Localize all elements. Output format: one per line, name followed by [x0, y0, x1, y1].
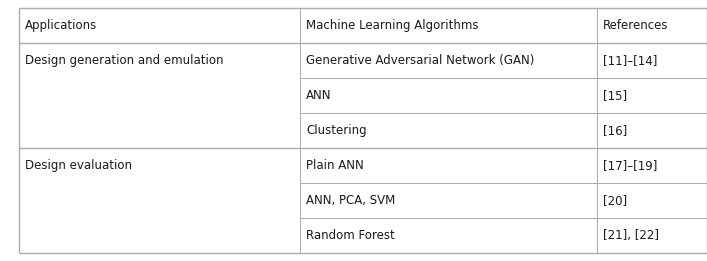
Text: [17]–[19]: [17]–[19]: [603, 159, 658, 172]
Text: Applications: Applications: [25, 19, 97, 32]
Text: Clustering: Clustering: [306, 124, 367, 137]
Text: Machine Learning Algorithms: Machine Learning Algorithms: [306, 19, 479, 32]
Text: References: References: [603, 19, 669, 32]
Text: Design evaluation: Design evaluation: [25, 159, 132, 172]
Text: [15]: [15]: [603, 89, 627, 102]
Text: [16]: [16]: [603, 124, 627, 137]
Text: Design generation and emulation: Design generation and emulation: [25, 54, 223, 67]
Text: ANN: ANN: [306, 89, 332, 102]
Text: Random Forest: Random Forest: [306, 229, 395, 242]
Text: [11]–[14]: [11]–[14]: [603, 54, 658, 67]
Text: Plain ANN: Plain ANN: [306, 159, 364, 172]
Text: Generative Adversarial Network (GAN): Generative Adversarial Network (GAN): [306, 54, 534, 67]
Text: [20]: [20]: [603, 194, 627, 207]
Text: ANN, PCA, SVM: ANN, PCA, SVM: [306, 194, 395, 207]
Text: [21], [22]: [21], [22]: [603, 229, 659, 242]
